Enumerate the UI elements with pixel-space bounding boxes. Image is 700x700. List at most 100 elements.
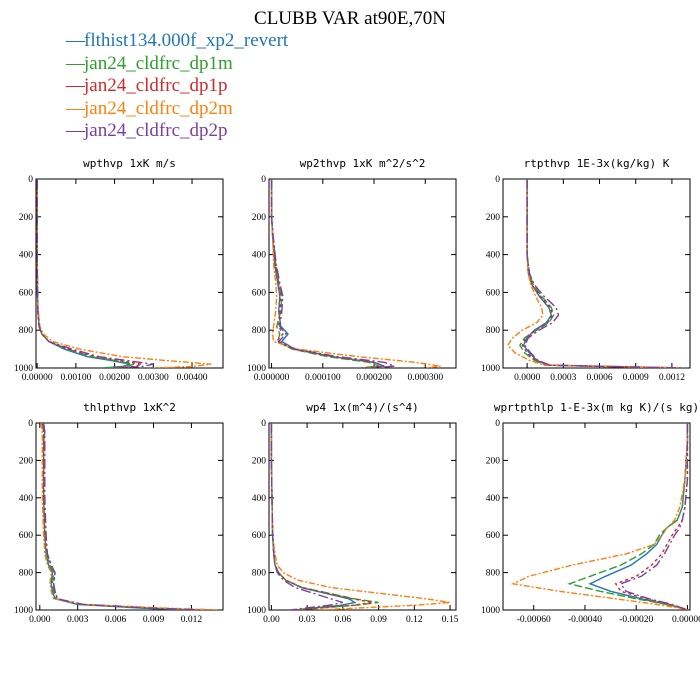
series-line	[42, 423, 202, 610]
panel-title: rtpthvp 1E-3x(kg/kg) K	[524, 157, 670, 170]
series-line	[588, 423, 689, 610]
x-tick-label: 0.000	[29, 615, 51, 625]
y-tick-label: 800	[19, 569, 34, 579]
plot-panel: wprtpthlp 1-E-3x(m kg K)/(s kg) 0 200 400 60…	[481, 401, 700, 625]
y-tick-label: 0	[28, 175, 33, 185]
series-line	[36, 179, 135, 368]
x-tick-label: 0.00400	[177, 373, 208, 383]
y-tick-label: 400	[486, 251, 501, 261]
x-tick-label: 0.009	[143, 615, 165, 625]
y-tick-label: 200	[252, 213, 267, 223]
y-tick-label: 200	[19, 213, 34, 223]
legend-item: —jan24_cldfrc_dp2m	[66, 98, 288, 121]
x-tick-label: 0.0009	[623, 373, 649, 383]
legend-label: jan24_cldfrc_dp1p	[84, 75, 228, 96]
legend-item: —jan24_cldfrc_dp1m	[66, 53, 288, 76]
series-line	[519, 179, 672, 368]
plot-panel: rtpthvp 1E-3x(kg/kg) K 0 200 400 600 800 1000 0…	[481, 157, 691, 383]
x-tick-label: 0.03	[299, 615, 316, 625]
plot-frame	[502, 422, 691, 611]
y-tick-label: 800	[252, 326, 267, 336]
x-tick-label: 0.00000	[672, 615, 700, 625]
y-tick-label: 400	[252, 494, 267, 504]
series-line	[270, 179, 441, 368]
series-line	[270, 179, 395, 368]
series-line	[270, 423, 357, 610]
figure-title: CLUBB VAR at90E,70N	[254, 8, 446, 29]
x-tick-label: 0.000100	[305, 373, 341, 383]
panel-title: wp2thvp 1xK m^2/s^2	[300, 157, 426, 170]
series-line	[41, 423, 205, 610]
x-tick-label: 0.006	[105, 615, 127, 625]
legend-label: flthist134.000f_xp2_revert	[84, 30, 289, 51]
x-tick-label: 0.0012	[659, 373, 685, 383]
y-tick-label: 0	[261, 419, 266, 429]
y-tick-label: 800	[19, 326, 34, 336]
legend-item: —jan24_cldfrc_dp2p	[66, 120, 288, 143]
x-tick-label: 0.06	[335, 615, 352, 625]
x-tick-label: 0.00300	[138, 373, 169, 383]
x-tick-label: 0.000000	[254, 373, 290, 383]
series-line	[36, 179, 212, 368]
series-line	[41, 423, 198, 610]
plot-panel: wp2thvp 1xK m^2/s^2020040060080010000.00…	[247, 157, 457, 383]
legend-item: —jan24_cldfrc_dp1p	[66, 75, 288, 98]
y-tick-label: 800	[252, 569, 267, 579]
y-tick-label: 1000	[481, 606, 500, 616]
x-tick-label: 0.00200	[99, 373, 130, 383]
y-tick-label: 600	[19, 531, 34, 541]
x-tick-label: 0.12	[406, 615, 423, 625]
series-line	[523, 179, 682, 368]
legend-line-swatch: —	[66, 52, 85, 74]
plot-frame	[35, 178, 224, 369]
series-line	[270, 423, 373, 610]
y-tick-label: 400	[19, 251, 34, 261]
legend: —flthist134.000f_xp2_revert —jan24_cldfr…	[66, 30, 288, 143]
plot-frame	[268, 178, 457, 369]
legend-item: —flthist134.000f_xp2_revert	[66, 30, 288, 53]
y-tick-label: 0	[495, 175, 500, 185]
y-tick-label: 800	[486, 569, 501, 579]
y-tick-label: 200	[19, 456, 34, 466]
series-line	[270, 179, 380, 368]
panel-title: thlpthvp 1xK^2	[83, 401, 176, 414]
y-tick-label: 400	[19, 494, 34, 504]
x-tick-label: 0.00000	[22, 373, 53, 383]
series-line	[510, 423, 689, 610]
y-tick-label: 600	[252, 531, 267, 541]
legend-label: jan24_cldfrc_dp1m	[84, 52, 233, 74]
x-tick-label: 0.15	[442, 615, 459, 625]
x-tick-label: 0.00100	[60, 373, 91, 383]
x-tick-label: 0.0003	[550, 373, 576, 383]
series-line	[36, 179, 154, 368]
series-line	[506, 179, 685, 368]
panel-title: wpthvp 1xK m/s	[83, 157, 176, 170]
legend-line-swatch: —	[66, 30, 85, 51]
series-line	[522, 179, 685, 368]
y-tick-label: 600	[252, 288, 267, 298]
legend-label: jan24_cldfrc_dp2p	[84, 120, 228, 141]
series-line	[619, 423, 689, 610]
y-tick-label: 200	[252, 456, 267, 466]
x-tick-label: -0.00020	[619, 615, 653, 625]
y-tick-label: 200	[486, 456, 501, 466]
x-tick-label: 0.00	[263, 615, 280, 625]
y-tick-label: 1000	[481, 364, 500, 374]
y-tick-label: 600	[486, 288, 501, 298]
y-tick-label: 1000	[14, 364, 33, 374]
y-tick-label: 1000	[247, 364, 266, 374]
plot-frame	[502, 178, 691, 369]
y-tick-label: 0	[261, 175, 266, 185]
legend-line-swatch: —	[66, 75, 85, 96]
series-line	[36, 179, 142, 368]
x-tick-label: -0.00040	[568, 615, 602, 625]
series-line	[40, 423, 220, 610]
x-tick-label: 0.000200	[356, 373, 392, 383]
x-tick-label: 0.09	[370, 615, 387, 625]
y-tick-label: 400	[486, 494, 501, 504]
legend-line-swatch: —	[66, 97, 85, 119]
x-tick-label: -0.00060	[517, 615, 551, 625]
